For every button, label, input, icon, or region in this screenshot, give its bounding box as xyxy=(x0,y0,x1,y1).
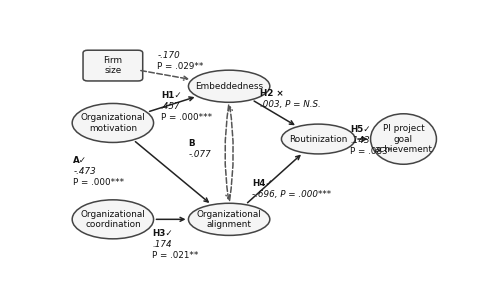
Text: H2 ×: H2 × xyxy=(260,89,284,98)
Text: Routinization: Routinization xyxy=(289,134,348,144)
Text: Organizational
alignment: Organizational alignment xyxy=(197,209,262,229)
Text: A✓: A✓ xyxy=(74,156,88,165)
Text: -.473: -.473 xyxy=(74,167,96,176)
Text: P = .083*: P = .083* xyxy=(350,148,392,156)
Text: -.170: -.170 xyxy=(158,51,180,60)
Text: .003, P = N.S.: .003, P = N.S. xyxy=(260,100,321,109)
FancyBboxPatch shape xyxy=(83,50,142,81)
Text: PI project
goal
achievement: PI project goal achievement xyxy=(374,124,432,154)
Text: -.696, P = .000***: -.696, P = .000*** xyxy=(252,190,332,199)
Text: H1✓: H1✓ xyxy=(161,91,182,100)
Ellipse shape xyxy=(370,114,436,164)
Text: Firm
size: Firm size xyxy=(104,56,122,75)
Text: -.077: -.077 xyxy=(188,150,211,159)
Text: Embeddedness: Embeddedness xyxy=(195,82,263,91)
Text: B: B xyxy=(188,139,195,148)
Text: H3✓: H3✓ xyxy=(152,229,173,238)
Ellipse shape xyxy=(282,124,355,154)
Text: P = .029**: P = .029** xyxy=(158,62,204,71)
Text: Organizational
motivation: Organizational motivation xyxy=(80,113,145,133)
Text: .143: .143 xyxy=(350,136,370,145)
Text: .174: .174 xyxy=(152,240,172,249)
Text: H4✓: H4✓ xyxy=(252,179,273,188)
Text: P = .021**: P = .021** xyxy=(152,251,199,260)
Text: Organizational
coordination: Organizational coordination xyxy=(80,209,145,229)
Ellipse shape xyxy=(72,200,154,239)
Text: H5✓: H5✓ xyxy=(350,125,370,134)
Ellipse shape xyxy=(188,203,270,235)
Text: .457: .457 xyxy=(161,102,180,111)
Text: P = .000***: P = .000*** xyxy=(74,178,124,187)
Text: P = .000***: P = .000*** xyxy=(161,113,212,122)
Ellipse shape xyxy=(188,70,270,102)
Ellipse shape xyxy=(72,103,154,142)
